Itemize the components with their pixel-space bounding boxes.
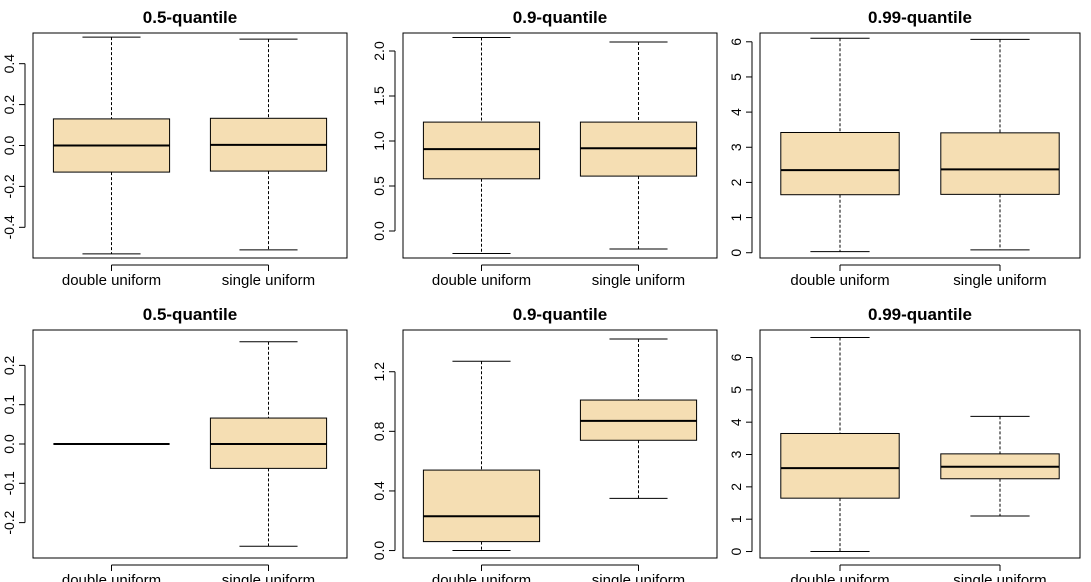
y-tick-label: 2 <box>728 178 744 186</box>
box-plot-item <box>209 341 328 547</box>
plot-frame <box>759 329 1081 559</box>
y-tick-label: 2 <box>728 483 744 491</box>
y-tick-label: 4 <box>728 418 744 426</box>
x-category-label: single uniform <box>222 572 315 582</box>
box-plot-item <box>579 41 698 250</box>
y-tick-label: 0.2 <box>1 95 17 115</box>
chart-title: 0.5-quantile <box>143 305 237 324</box>
chart-panel: 0.99-quantile 0 1 2 3 4 5 6 double uniform single… <box>728 305 1081 582</box>
x-category-label: single uniform <box>222 272 315 289</box>
box-plot-item <box>579 338 698 499</box>
y-tick-label: 0 <box>728 547 744 555</box>
y-tick-label: 0.0 <box>371 221 387 241</box>
y-tick-label: 0.4 <box>371 481 387 501</box>
x-category-label: double uniform <box>62 272 161 289</box>
chart-title: 0.9-quantile <box>513 8 607 27</box>
x-category-label: single uniform <box>592 572 685 582</box>
chart-panel: 0.9-quantile 0.0 0.5 1.0 1.5 2.0 double unifor… <box>371 8 718 289</box>
chart-panel: 0.99-quantile 0 1 2 3 4 5 6 double uniform single… <box>728 8 1081 289</box>
y-tick-label: 6 <box>728 38 744 46</box>
iqr-box <box>422 121 541 180</box>
y-tick-label: 0.4 <box>1 54 17 74</box>
box-plot-item <box>940 415 1060 517</box>
y-tick-label: 6 <box>728 353 744 361</box>
x-category-label: double uniform <box>432 272 531 289</box>
x-category-label: single uniform <box>592 272 685 289</box>
chart-panel: 0.9-quantile 0.0 0.4 0.8 1.2 double uniform si… <box>371 305 718 582</box>
y-tick-label: -0.1 <box>1 471 17 495</box>
iqr-box <box>780 131 900 196</box>
x-category-label: double uniform <box>790 272 889 289</box>
plot-frame <box>32 32 348 259</box>
plot-frame <box>402 329 718 559</box>
y-tick-label: 3 <box>728 450 744 458</box>
box-plot-item <box>780 336 900 553</box>
x-category-label: double uniform <box>432 572 531 582</box>
y-tick-label: 1 <box>728 213 744 221</box>
iqr-box <box>780 432 900 499</box>
box-plot-item <box>780 37 900 253</box>
y-tick-label: -0.4 <box>1 215 17 239</box>
chart-panel: 0.5-quantile -0.4 -0.2 0.0 0.2 0.4 double unif… <box>1 8 348 289</box>
iqr-box <box>422 469 541 543</box>
y-tick-label: 2.0 <box>371 41 387 61</box>
y-tick-label: -0.2 <box>1 510 17 534</box>
plot-frame <box>402 32 718 259</box>
box-plot-item <box>52 36 171 255</box>
iqr-box <box>940 132 1060 195</box>
x-category-label: double uniform <box>790 572 889 582</box>
y-tick-label: 0.1 <box>1 395 17 415</box>
chart-title: 0.99-quantile <box>868 8 972 27</box>
y-tick-label: 0.5 <box>371 176 387 196</box>
y-tick-label: 1.5 <box>371 86 387 106</box>
box-plot-item <box>422 37 541 254</box>
chart-title: 0.99-quantile <box>868 305 972 324</box>
y-tick-label: 0.0 <box>371 541 387 561</box>
y-tick-label: 0.2 <box>1 355 17 375</box>
y-tick-label: 0.0 <box>1 136 17 156</box>
y-tick-label: 5 <box>728 386 744 394</box>
x-category-label: single uniform <box>953 572 1046 582</box>
box-plot-item <box>940 38 1060 251</box>
box-plot-item <box>422 360 541 552</box>
plot-frame <box>759 32 1081 259</box>
y-tick-label: -0.2 <box>1 174 17 198</box>
chart-title: 0.9-quantile <box>513 305 607 324</box>
y-tick-label: 4 <box>728 108 744 116</box>
y-tick-label: 0.8 <box>371 421 387 441</box>
y-tick-label: 0 <box>728 249 744 257</box>
y-tick-label: 1.2 <box>371 362 387 382</box>
y-tick-label: 3 <box>728 143 744 151</box>
chart-panel: 0.5-quantile -0.2 -0.1 0.0 0.1 0.2 double unif… <box>1 305 348 582</box>
chart-title: 0.5-quantile <box>143 8 237 27</box>
y-tick-label: 1 <box>728 515 744 523</box>
x-category-label: single uniform <box>953 272 1046 289</box>
box-plot-item <box>209 38 328 251</box>
y-tick-label: 5 <box>728 73 744 81</box>
plot-frame <box>32 329 348 559</box>
x-category-label: double uniform <box>62 572 161 582</box>
y-tick-label: 0.0 <box>1 434 17 454</box>
y-tick-label: 1.0 <box>371 131 387 151</box>
